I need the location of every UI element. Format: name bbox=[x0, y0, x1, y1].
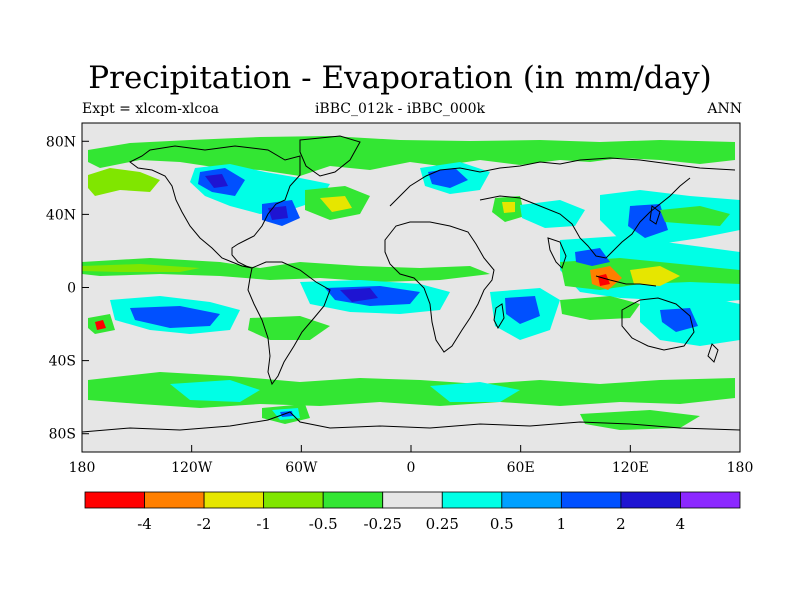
field-lightgreen bbox=[88, 168, 160, 196]
field-red bbox=[95, 320, 106, 330]
colorbar-swatch bbox=[620, 491, 681, 509]
coastline-antarctica bbox=[81, 411, 741, 433]
colorbar-label: -0.5 bbox=[309, 515, 338, 533]
colorbar-label: 1 bbox=[557, 515, 567, 533]
field-cyan bbox=[430, 382, 520, 402]
lon-tick-label: 0 bbox=[407, 460, 416, 476]
field-yellow bbox=[320, 196, 352, 212]
lon-tick-label: 120W bbox=[171, 460, 213, 476]
coastline-indonesia bbox=[595, 275, 657, 287]
field-blue bbox=[428, 168, 468, 188]
field-green bbox=[560, 296, 640, 320]
lat-tick-label: 40N bbox=[46, 207, 76, 223]
lat-tick-label: 0 bbox=[67, 281, 76, 297]
field-navy bbox=[205, 174, 228, 188]
field-blue bbox=[505, 296, 540, 324]
field-blue bbox=[660, 308, 698, 332]
colorbar-swatch bbox=[382, 491, 443, 509]
colorbar-swatch bbox=[144, 491, 205, 509]
coastline-asia bbox=[479, 177, 691, 259]
colorbar: -4 -2 -1 -0.5 -0.25 0.25 0.5 1 2 4 bbox=[84, 491, 741, 533]
colorbar-label: 4 bbox=[676, 515, 686, 533]
lon-tick-label: 180 bbox=[69, 460, 96, 476]
field-blue bbox=[130, 306, 220, 328]
field-yellow bbox=[502, 202, 515, 213]
coastlines bbox=[81, 135, 741, 433]
season-label: ANN bbox=[707, 101, 742, 117]
field-green bbox=[88, 372, 735, 408]
coastline-new-zealand bbox=[707, 343, 719, 363]
lon-tick-label: 60E bbox=[507, 460, 535, 476]
pme-field bbox=[82, 136, 740, 430]
colorbar-swatch bbox=[680, 491, 741, 509]
lon-axis: 180 120W 60W 0 60E 120E 180 bbox=[69, 445, 754, 476]
field-yellow bbox=[630, 266, 680, 286]
lat-tick-label: 80S bbox=[49, 427, 76, 443]
lon-tick-label: 60W bbox=[285, 460, 318, 476]
coastline-north-america bbox=[129, 145, 301, 269]
lat-tick-label: 40S bbox=[49, 354, 76, 370]
coastline-australia bbox=[621, 297, 695, 351]
coastline-europe bbox=[389, 157, 736, 207]
page-title: Precipitation - Evaporation (in mm/day) bbox=[88, 60, 712, 96]
field-green bbox=[660, 206, 730, 226]
experiment-label: Expt = xlcom-xlcoa bbox=[82, 101, 219, 117]
colorbar-swatch bbox=[560, 491, 622, 509]
field-cyan bbox=[170, 380, 260, 402]
field-green bbox=[82, 258, 490, 282]
colorbar-label: 2 bbox=[616, 515, 626, 533]
field-blue bbox=[575, 248, 610, 266]
colorbar-label: 0.25 bbox=[426, 515, 459, 533]
colorbar-swatch bbox=[203, 491, 265, 509]
field-navy bbox=[340, 288, 378, 302]
lon-tick-label: 180 bbox=[727, 460, 754, 476]
field-blue bbox=[280, 411, 293, 417]
field-lightgreen bbox=[82, 264, 200, 272]
field-green bbox=[88, 136, 735, 176]
colorbar-swatch bbox=[84, 491, 145, 509]
field-blue bbox=[628, 204, 668, 238]
lon-tick-label: 120E bbox=[612, 460, 649, 476]
coastline-india bbox=[547, 237, 567, 269]
lat-axis: 80N 40N 0 40S 80S bbox=[46, 134, 89, 443]
colorbar-swatch bbox=[501, 491, 562, 509]
coastline-greenland bbox=[299, 135, 361, 177]
colorbar-label: -1 bbox=[256, 515, 271, 533]
field-green bbox=[248, 316, 330, 340]
field-navy bbox=[268, 206, 288, 220]
case-label: iBBC_012k - iBBC_000k bbox=[314, 101, 486, 117]
colorbar-label: 0.5 bbox=[490, 515, 514, 533]
colorbar-swatch bbox=[441, 491, 503, 509]
lat-tick-label: 80N bbox=[46, 134, 76, 150]
coastline-japan bbox=[649, 205, 661, 225]
colorbar-label: -4 bbox=[137, 515, 152, 533]
colorbar-swatch bbox=[322, 491, 384, 509]
field-green bbox=[580, 410, 700, 430]
coastline-south-america bbox=[247, 261, 331, 386]
colorbar-label: -2 bbox=[197, 515, 212, 533]
colorbar-label: -0.25 bbox=[363, 515, 401, 533]
coastline-madagascar bbox=[493, 303, 505, 330]
coastline-africa bbox=[384, 221, 495, 353]
colorbar-swatch bbox=[263, 491, 324, 509]
